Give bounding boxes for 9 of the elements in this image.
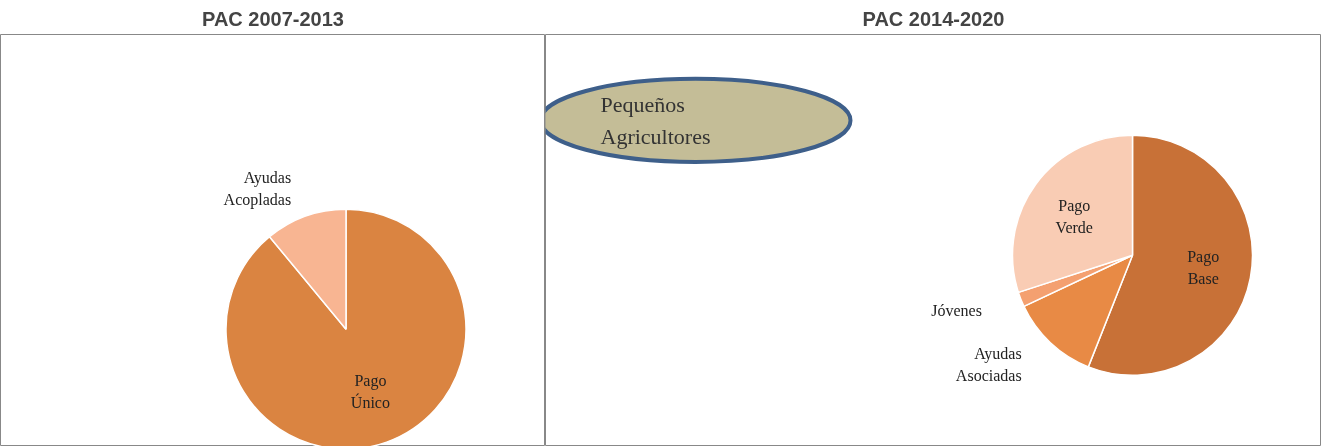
chart-title: PAC 2007-2013 — [202, 7, 344, 30]
slice-label: Ayudas Asociadas — [955, 344, 1022, 384]
text: Pequeños Agricultores — [600, 91, 711, 150]
slice-label: Jóvenes — [931, 301, 982, 319]
chart-title: PAC 2014-2020 — [862, 7, 1005, 30]
slice-label: Pago Único — [350, 372, 390, 412]
slice-label: Pago Base — [1187, 248, 1220, 288]
slice-label: Ayudas Acopladas — [223, 168, 292, 209]
slice-label: Pago Verde — [1055, 196, 1093, 236]
